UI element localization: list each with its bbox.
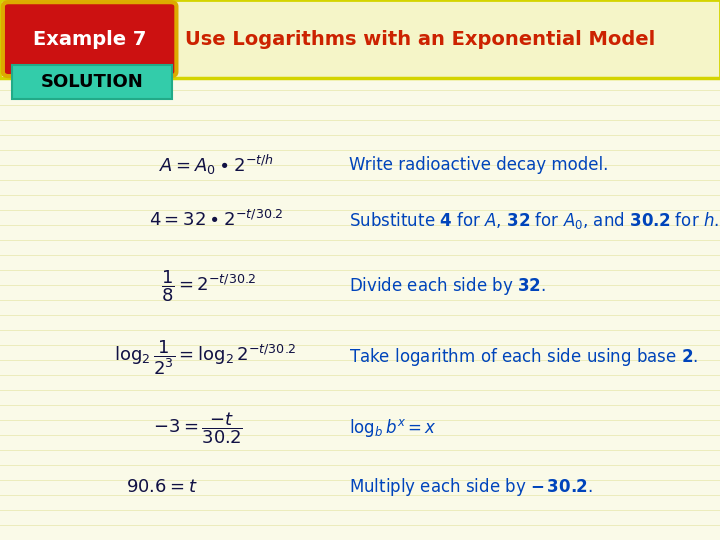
Text: Divide each side by $\mathbf{32}$.: Divide each side by $\mathbf{32}$.: [349, 275, 546, 297]
Text: Substitute $\mathbf{4}$ for $\mathit{A}$, $\mathbf{32}$ for $\mathit{A}_0$, and : Substitute $\mathbf{4}$ for $\mathit{A}$…: [349, 210, 719, 231]
Text: SOLUTION: SOLUTION: [40, 73, 143, 91]
Text: Write radioactive decay model.: Write radioactive decay model.: [349, 156, 608, 174]
FancyBboxPatch shape: [0, 0, 720, 78]
Text: Use Logarithms with an Exponential Model: Use Logarithms with an Exponential Model: [185, 30, 655, 49]
Text: $90.6 = t$: $90.6 = t$: [126, 478, 198, 496]
FancyBboxPatch shape: [12, 65, 172, 99]
Text: $\dfrac{1}{8} = 2^{-t/30.2}$: $\dfrac{1}{8} = 2^{-t/30.2}$: [161, 268, 256, 304]
Text: $4 = 32 \bullet 2^{-t/30.2}$: $4 = 32 \bullet 2^{-t/30.2}$: [149, 210, 283, 231]
Text: $-3 = \dfrac{-t}{30.2}$: $-3 = \dfrac{-t}{30.2}$: [153, 410, 243, 446]
Text: $A = A_0 \bullet 2^{-t/h}$: $A = A_0 \bullet 2^{-t/h}$: [158, 153, 274, 177]
FancyBboxPatch shape: [3, 2, 176, 76]
Text: Take logarithm of each side using base $\mathbf{2}$.: Take logarithm of each side using base $…: [349, 347, 698, 368]
Text: Example 7: Example 7: [33, 30, 146, 49]
Text: $\log_2 \dfrac{1}{2^3} = \log_2 2^{-t/30.2}$: $\log_2 \dfrac{1}{2^3} = \log_2 2^{-t/30…: [114, 338, 296, 377]
Text: Multiply each side by $\mathbf{-\,30.2}$.: Multiply each side by $\mathbf{-\,30.2}$…: [349, 476, 593, 498]
Text: $\log_b b^x = x$: $\log_b b^x = x$: [349, 417, 437, 439]
